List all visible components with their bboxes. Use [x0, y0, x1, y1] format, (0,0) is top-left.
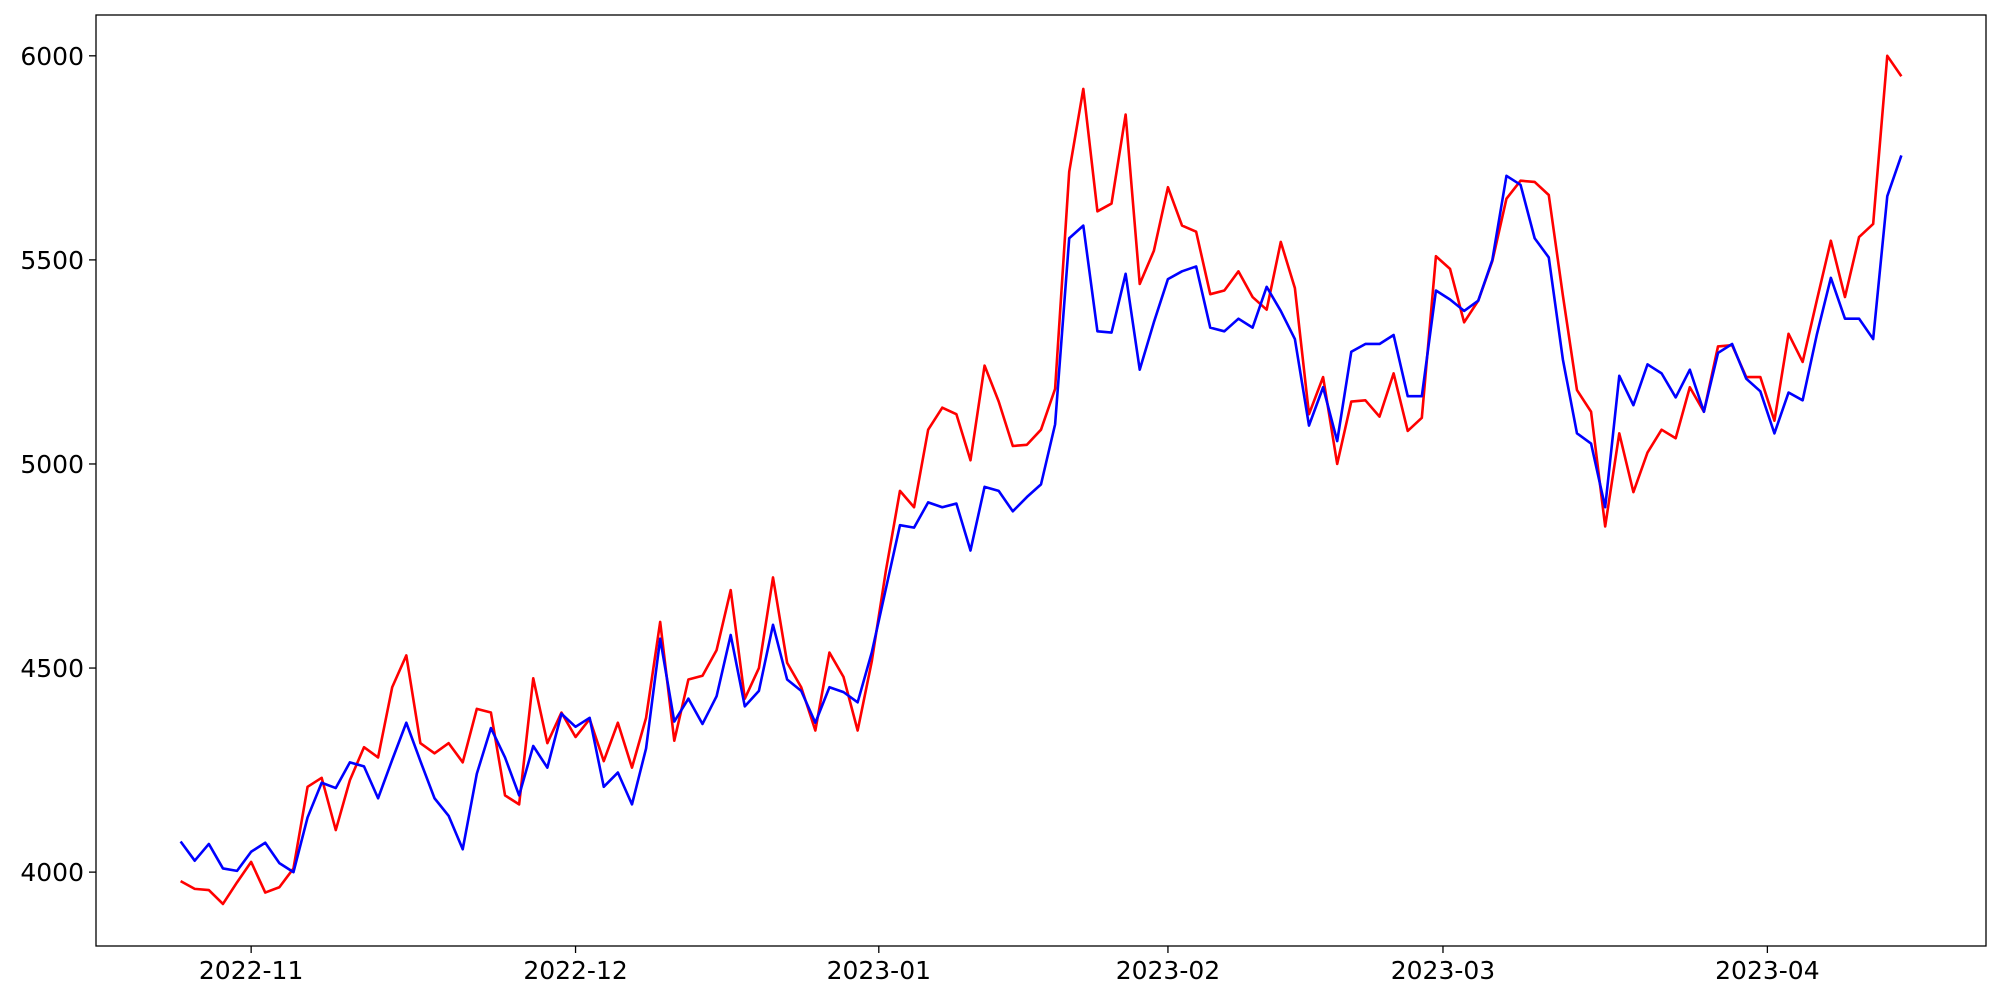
x-tick-label: 2023-03	[1391, 956, 1495, 985]
y-tick-label: 4500	[20, 654, 84, 683]
y-tick-label: 5500	[20, 246, 84, 275]
y-tick-label: 6000	[20, 42, 84, 71]
x-tick-label: 2023-01	[827, 956, 931, 985]
plot-marks	[179, 54, 1903, 906]
y-tick-label: 5000	[20, 450, 84, 479]
x-tick-label: 2023-04	[1715, 956, 1819, 985]
x-tick-label: 2022-12	[523, 956, 627, 985]
x-tick-label: 2022-11	[199, 956, 303, 985]
y-tick-label: 4000	[20, 858, 84, 887]
series-line	[180, 54, 1903, 906]
x-tick-label: 2023-02	[1116, 956, 1220, 985]
series-line	[179, 154, 1903, 874]
plot-frame	[95, 14, 1987, 947]
